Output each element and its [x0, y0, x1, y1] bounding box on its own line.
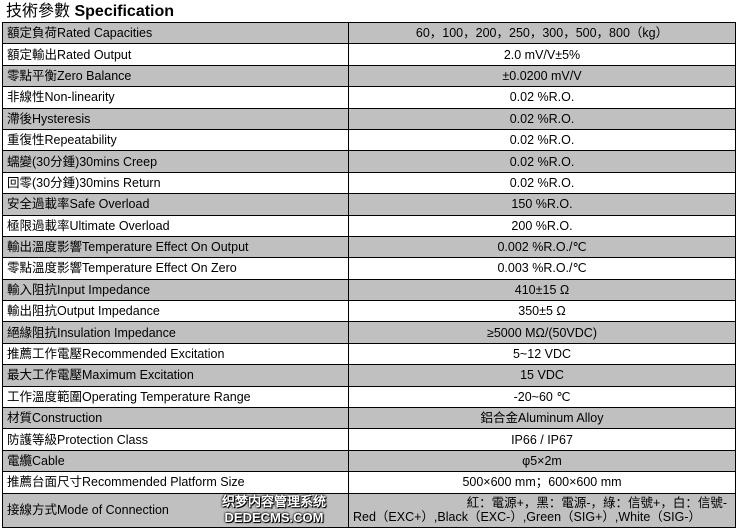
spec-value: 350±5 Ω	[348, 300, 736, 323]
spec-row: 非線性Non-linearity 0.02 %R.O.	[2, 86, 736, 109]
spec-row: 電纜Cable φ5×2m	[2, 449, 736, 473]
spec-label: 推薦台面尺寸Recommended Platform Size	[2, 471, 349, 494]
spec-value: -20~60 ℃	[348, 385, 736, 409]
spec-label: 額定負荷Rated Capacities	[2, 21, 349, 45]
spec-value: 5~12 VDC	[348, 342, 736, 366]
spec-row: 推薦工作電壓Recommended Excitation 5~12 VDC	[2, 342, 736, 366]
spec-value: 150 %R.O.	[348, 193, 736, 216]
connection-en: Red（EXC+）,Black（EXC-）,Green（SIG+）,White（…	[353, 510, 702, 525]
spec-row: 輸出溫度影響Temperature Effect On Output 0.002 …	[2, 235, 736, 259]
watermark-logo: 织梦内容管理系统 DEDECMS.COM	[222, 494, 326, 526]
spec-label: 極限過載率Ultimate Overload	[2, 214, 349, 237]
connection-zh: 紅：電源+，黑：電源-，綠：信號+，白：信號-	[466, 496, 727, 511]
spec-row: 極限過載率Ultimate Overload 200 %R.O.	[2, 214, 736, 237]
spec-value: φ5×2m	[348, 449, 736, 473]
spec-value: ≥5000 MΩ/(50VDC)	[348, 321, 736, 344]
spec-row: 推薦台面尺寸Recommended Platform Size 500×600 m…	[2, 471, 736, 494]
spec-value: ±0.0200 mV/V	[348, 64, 736, 88]
spec-value: 0.002 %R.O./℃	[348, 235, 736, 259]
spec-label: 零點平衡Zero Balance	[2, 64, 349, 88]
spec-value: 0.02 %R.O.	[348, 171, 736, 195]
spec-row: 額定輸出Rated Output 2.0 mV/V±5%	[2, 43, 736, 66]
spec-label: 非線性Non-linearity	[2, 86, 349, 109]
spec-label: 材質Construction	[2, 407, 349, 430]
spec-row: 材質Construction 鋁合金Aluminum Alloy	[2, 407, 736, 430]
spec-label: 滯後Hysteresis	[2, 107, 349, 130]
spec-row: 蠕變(30分鍾)30mins Creep 0.02 %R.O.	[2, 150, 736, 173]
spec-label: 接線方式Mode of Connection	[2, 492, 349, 528]
spec-value: 200 %R.O.	[348, 214, 736, 237]
spec-row: 安全過載率Safe Overload 150 %R.O.	[2, 193, 736, 216]
spec-row: 滯後Hysteresis 0.02 %R.O.	[2, 107, 736, 130]
title-en: Specification	[74, 3, 175, 20]
spec-row: 工作溫度範圍Operating Temperature Range -20~60 …	[2, 385, 736, 409]
spec-label: 安全過載率Safe Overload	[2, 193, 349, 216]
spec-label: 工作溫度範圍Operating Temperature Range	[2, 385, 349, 409]
spec-row: 回零(30分鍾)30mins Return 0.02 %R.O.	[2, 171, 736, 195]
page-title: 技術參數 Specification	[6, 2, 174, 22]
spec-label: 推薦工作電壓Recommended Excitation	[2, 342, 349, 366]
spec-row: 額定負荷Rated Capacities 60，100，200，250，300，5…	[2, 21, 736, 45]
spec-value: 2.0 mV/V±5%	[348, 43, 736, 66]
spec-label: 輸出溫度影響Temperature Effect On Output	[2, 235, 349, 259]
spec-row: 零點平衡Zero Balance ±0.0200 mV/V	[2, 64, 736, 88]
spec-value: 410±15 Ω	[348, 278, 736, 302]
spec-row: 最大工作電壓Maximum Excitation 15 VDC	[2, 364, 736, 387]
spec-value: 0.02 %R.O.	[348, 150, 736, 173]
spec-table: 額定負荷Rated Capacities 60，100，200，250，300，5…	[2, 21, 736, 528]
spec-row: 零點溫度影響Temperature Effect On Zero 0.003 %R…	[2, 257, 736, 280]
spec-row: 輸入阻抗Input Impedance 410±15 Ω	[2, 278, 736, 302]
spec-row: 絕緣阻抗Insulation Impedance ≥5000 MΩ/(50VDC)	[2, 321, 736, 344]
spec-value: 0.02 %R.O.	[348, 107, 736, 130]
spec-label: 零點溫度影響Temperature Effect On Zero	[2, 257, 349, 280]
spec-label: 額定輸出Rated Output	[2, 43, 349, 66]
spec-label: 防護等級Protection Class	[2, 428, 349, 451]
spec-value: 0.02 %R.O.	[348, 128, 736, 152]
spec-label: 電纜Cable	[2, 449, 349, 473]
spec-value: 紅：電源+，黑：電源-，綠：信號+，白：信號- Red（EXC+）,Black（E…	[348, 492, 736, 528]
spec-value: 0.02 %R.O.	[348, 86, 736, 109]
watermark-line2: DEDECMS.COM	[224, 510, 324, 525]
spec-label: 輸入阻抗Input Impedance	[2, 278, 349, 302]
spec-value: 鋁合金Aluminum Alloy	[348, 407, 736, 430]
spec-value: 500×600 mm；600×600 mm	[348, 471, 736, 494]
spec-value: 60，100，200，250，300，500，800（kg）	[348, 21, 736, 45]
spec-row: 輸出阻抗Output Impedance 350±5 Ω	[2, 300, 736, 323]
spec-label: 最大工作電壓Maximum Excitation	[2, 364, 349, 387]
spec-value: 15 VDC	[348, 364, 736, 387]
spec-row: 防護等級Protection Class IP66 / IP67	[2, 428, 736, 451]
spec-row: 重復性Repeatability 0.02 %R.O.	[2, 128, 736, 152]
spec-value: IP66 / IP67	[348, 428, 736, 451]
spec-row-connection: 接線方式Mode of Connection 紅：電源+，黑：電源-，綠：信號+，…	[2, 492, 736, 528]
spec-label: 絕緣阻抗Insulation Impedance	[2, 321, 349, 344]
spec-label: 重復性Repeatability	[2, 128, 349, 152]
title-zh: 技術參數	[6, 3, 71, 20]
spec-label: 回零(30分鍾)30mins Return	[2, 171, 349, 195]
spec-label: 輸出阻抗Output Impedance	[2, 300, 349, 323]
spec-label: 蠕變(30分鍾)30mins Creep	[2, 150, 349, 173]
spec-value: 0.003 %R.O./℃	[348, 257, 736, 280]
watermark-line1: 织梦内容管理系统	[222, 494, 327, 509]
